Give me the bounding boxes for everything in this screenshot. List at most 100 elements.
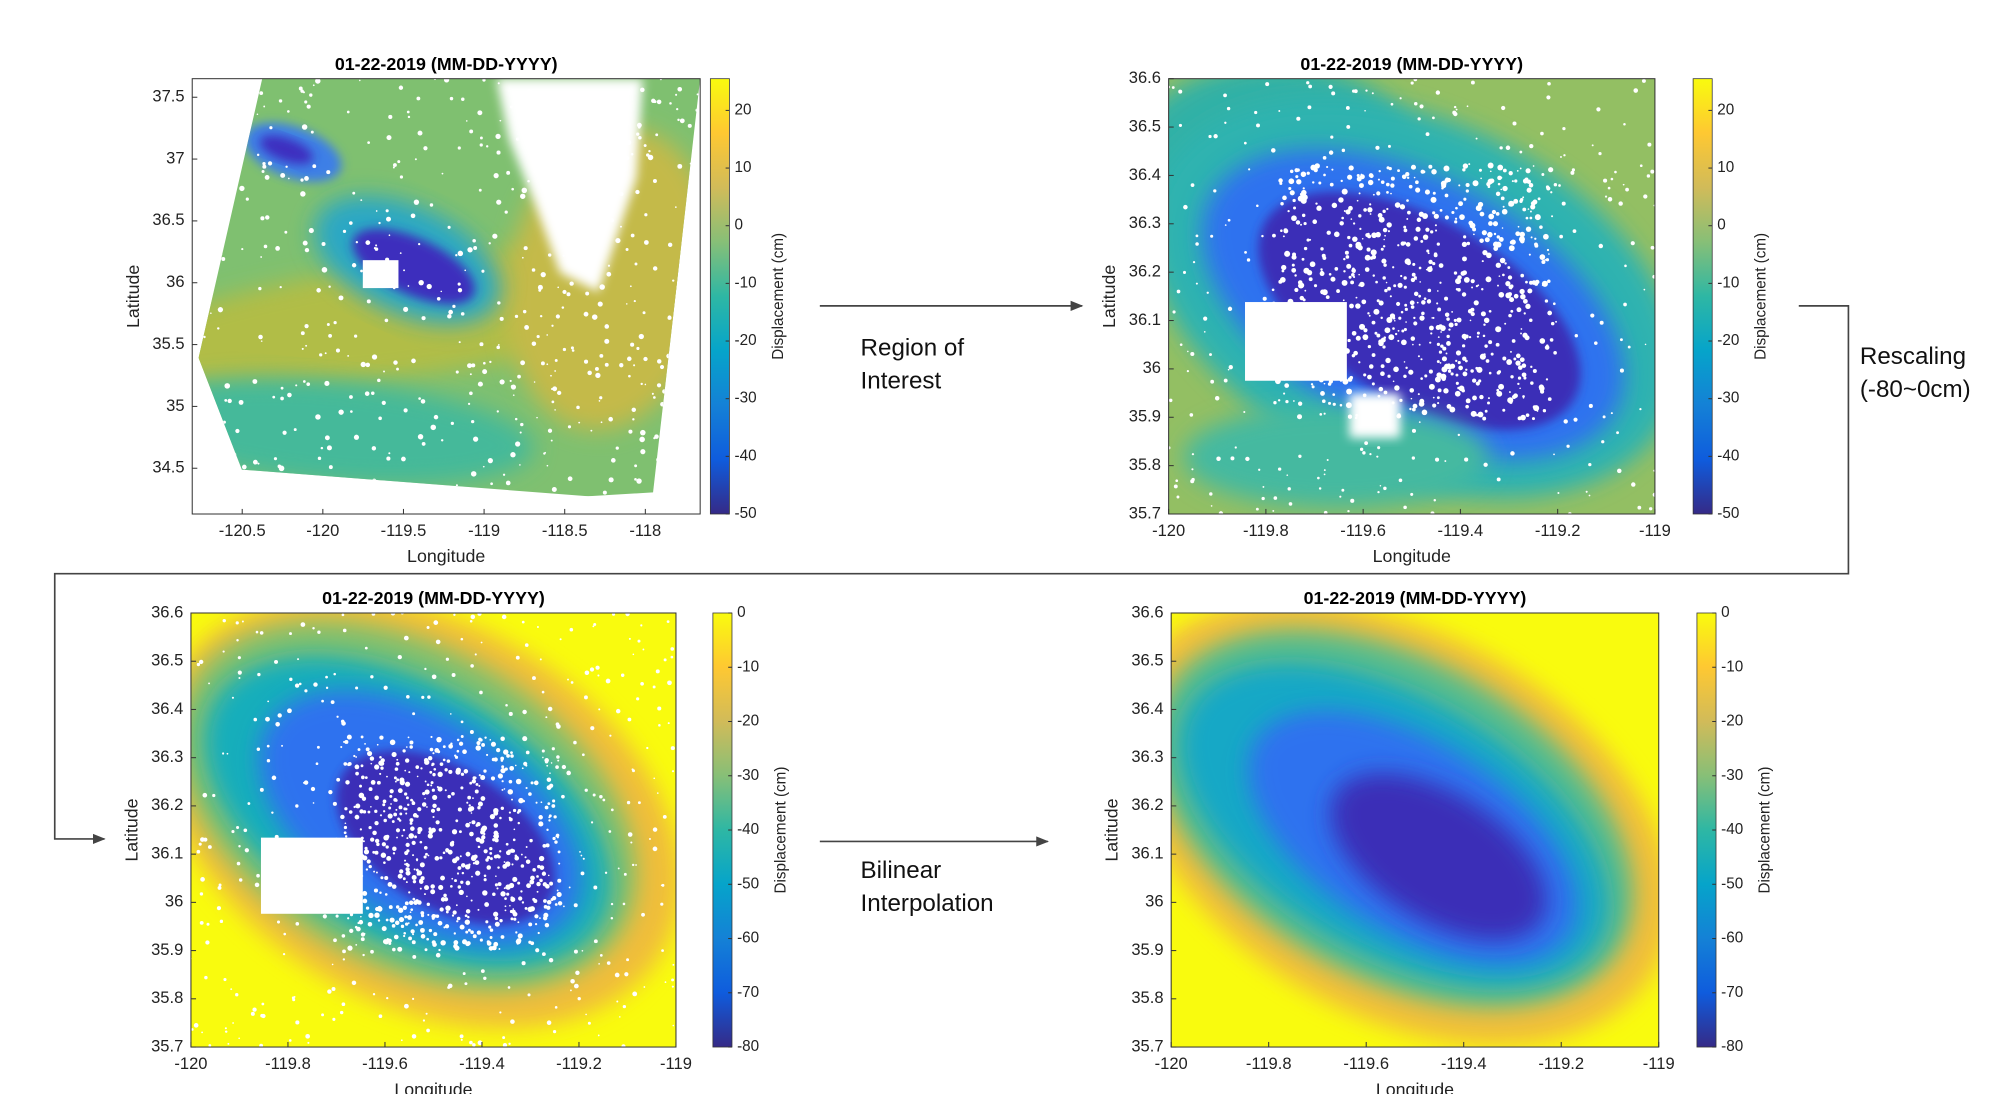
chart-title: 01-22-2019 (MM-DD-YYYY) [1304,588,1527,608]
y-tick-label: 35.9 [151,940,183,959]
y-tick-label: 34.5 [152,458,184,477]
colorbar-label: Displacement (cm) [1756,767,1773,894]
x-tick-label: -120 [306,521,339,540]
x-tick-label: -120 [1155,1054,1188,1073]
x-tick-label: -119 [1639,521,1671,540]
colorbar-tick-label: 0 [1717,217,1725,234]
chart-title: 01-22-2019 (MM-DD-YYYY) [322,588,545,608]
colorbar-tick-label: -20 [1721,713,1743,730]
y-axis-label: Latitude [121,798,141,861]
colorbar-tick-label: -10 [1721,658,1743,675]
x-tick-label: -119.6 [1340,521,1386,540]
y-tick-label: 36.6 [1131,602,1163,621]
y-tick-label: 36.4 [1131,699,1163,718]
colorbar-tick-label: 20 [735,101,752,118]
y-tick-label: 35.5 [152,334,184,353]
colorbar-tick-label: 0 [737,604,745,621]
x-tick-label: -120 [174,1054,207,1073]
x-tick-label: -119.4 [459,1054,505,1073]
y-tick-label: 36.4 [1129,165,1161,184]
y-tick-label: 35.8 [1129,455,1161,474]
colorbar-tick-label: -80 [1721,1038,1743,1055]
chart-title: 01-22-2019 (MM-DD-YYYY) [335,54,558,74]
x-tick-label: -118 [629,521,661,540]
y-tick-label: 35.7 [151,1036,183,1055]
axes-box [190,612,677,1048]
x-tick-label: -119.8 [1246,1054,1292,1073]
x-tick-label: -119.5 [381,521,427,540]
y-tick-label: 36 [1145,892,1163,911]
y-tick-label: 37 [166,148,184,167]
colorbar-tick-label: -30 [737,767,759,784]
colorbar-tick-label: -50 [737,875,759,892]
step-label: Rescaling (-80~0cm) [1860,343,1971,403]
x-axis-label: Longitude [394,1079,472,1094]
x-tick-label: -119.6 [1343,1054,1389,1073]
colorbar-tick-label: -60 [1721,930,1743,947]
y-tick-label: 36.2 [151,795,183,814]
y-tick-label: 36.3 [1129,213,1161,232]
x-tick-label: -119.2 [1538,1054,1584,1073]
y-tick-label: 36.2 [1131,795,1163,814]
colorbar-tick-label: -20 [737,713,759,730]
axes-box [1170,612,1660,1048]
colorbar-tick-label: 20 [1717,101,1734,118]
x-tick-label: -120 [1152,521,1185,540]
colorbar-tick-label: -50 [1721,875,1743,892]
y-tick-label: 35.8 [1131,988,1163,1007]
y-tick-label: 36.4 [151,699,183,718]
y-tick-label: 36 [1143,358,1161,377]
x-tick-label: -118.5 [542,521,588,540]
colorbar-tick-label: -40 [737,821,759,838]
colorbar-tick-label: 10 [1717,159,1734,176]
y-tick-label: 36.3 [1131,747,1163,766]
y-tick-label: 36.5 [152,210,184,229]
heatmap-image [1168,78,1655,515]
x-tick-label: -120.5 [219,521,266,540]
colorbar-tick-label: -10 [1717,274,1739,291]
y-axis-label: Latitude [1099,265,1119,328]
y-tick-label: 35.7 [1131,1036,1163,1055]
colorbar-tick-label: -40 [1717,447,1739,464]
x-tick-label: -119 [1643,1054,1675,1073]
axes-box [1168,78,1656,515]
y-tick-label: 36 [166,272,184,291]
y-tick-label: 36.2 [1129,262,1161,281]
colorbar-tick-label: -70 [1721,984,1743,1001]
y-tick-label: 36.5 [1129,116,1161,135]
colorbar-tick-label: -10 [737,658,759,675]
x-tick-label: -119 [660,1054,692,1073]
colorbar-tick-label: -50 [735,505,757,522]
arrow [53,305,1850,844]
x-tick-label: -119 [468,521,500,540]
y-tick-label: 35.9 [1131,940,1163,959]
colorbar-tick-label: 10 [735,159,752,176]
x-tick-label: -119.8 [1243,521,1289,540]
y-tick-label: 36.3 [151,747,183,766]
y-tick-label: 36.1 [151,844,183,863]
y-tick-label: 36.1 [1131,844,1163,863]
colorbar-tick-label: -30 [735,390,757,407]
heatmap-image [198,78,701,497]
colorbar-tick-label: -80 [737,1038,759,1055]
heatmap-image [190,612,676,1048]
colorbar-tick-label: -50 [1717,505,1739,522]
axes-box [191,78,701,515]
y-tick-label: 36.1 [1129,310,1161,329]
x-axis-label: Longitude [1373,546,1451,566]
colorbar-tick-label: 0 [1721,604,1729,621]
x-tick-label: -119.8 [265,1054,311,1073]
panel: -120.5 -120 -119.5 -119 -118.5 -118 34.5 35 35.5… [123,54,787,566]
chart-title: 01-22-2019 (MM-DD-YYYY) [1300,54,1523,74]
colorbar-tick-label: -40 [735,447,757,464]
x-axis-label: Longitude [1376,1079,1454,1094]
colorbar-tick-label: -70 [737,984,759,1001]
colorbar-tick-label: -30 [1721,767,1743,784]
x-tick-label: -119.4 [1438,521,1484,540]
colorbar-tick-label: -20 [735,332,757,349]
y-tick-label: 35 [166,396,184,415]
colorbar-tick-label: -60 [737,930,759,947]
x-tick-label: -119.6 [362,1054,408,1073]
